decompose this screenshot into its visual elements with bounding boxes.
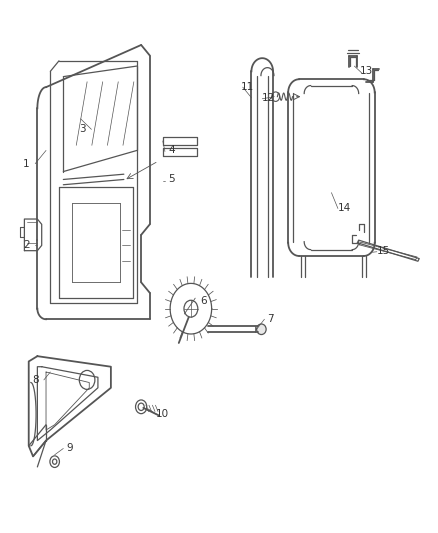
Text: 12: 12 bbox=[262, 93, 276, 103]
Text: 8: 8 bbox=[32, 375, 39, 385]
Text: 2: 2 bbox=[23, 240, 30, 251]
Text: 15: 15 bbox=[377, 246, 390, 256]
Text: 10: 10 bbox=[156, 409, 170, 419]
Text: 1: 1 bbox=[23, 159, 30, 168]
Text: 6: 6 bbox=[201, 296, 207, 306]
Ellipse shape bbox=[257, 324, 266, 335]
Text: 4: 4 bbox=[168, 146, 175, 156]
Text: 5: 5 bbox=[168, 174, 175, 184]
Text: 13: 13 bbox=[360, 66, 373, 76]
Text: 7: 7 bbox=[268, 314, 274, 324]
Text: 9: 9 bbox=[67, 443, 73, 454]
Text: 14: 14 bbox=[338, 204, 351, 214]
Text: 11: 11 bbox=[240, 82, 254, 92]
Text: 3: 3 bbox=[79, 124, 86, 134]
